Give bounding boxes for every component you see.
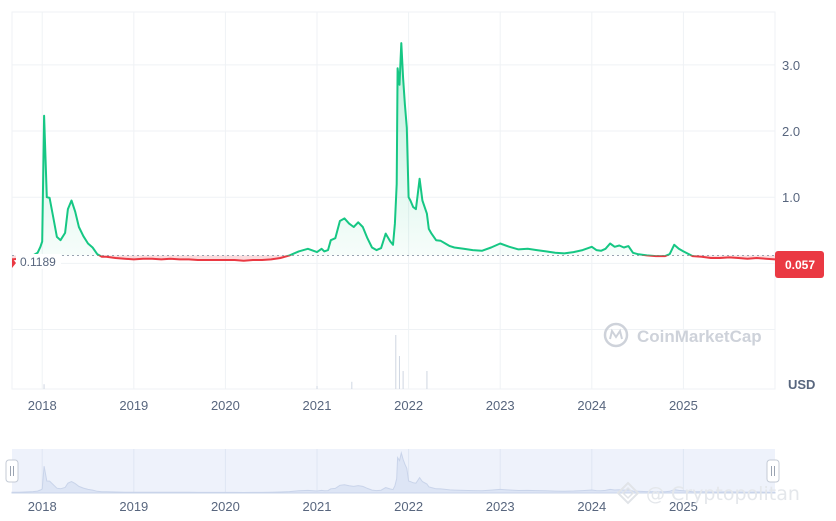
- x-tick-label: 2023: [486, 398, 515, 413]
- x-tick-label: 2021: [303, 398, 332, 413]
- y-tick-label: 2.0: [782, 124, 800, 139]
- price-line-above-reference: [28, 42, 699, 256]
- navigator-right-handle[interactable]: [766, 459, 780, 483]
- navigator-x-tick-label: 2024: [577, 499, 606, 514]
- navigator-mini-area: [11, 451, 776, 494]
- y-tick-label: 1.0: [782, 190, 800, 205]
- volume-bars: [43, 335, 428, 389]
- navigator-x-tick-label: 2018: [28, 499, 57, 514]
- x-tick-label: 2020: [211, 398, 240, 413]
- x-axis: 2018 2019 2020 2021 2022 2023 2024 2025: [28, 398, 698, 413]
- reference-price-label: 0.1189: [16, 254, 61, 269]
- navigator-x-tick-label: 2021: [303, 499, 332, 514]
- y-axis-unit: USD: [788, 377, 815, 392]
- left-edge-arrow-icon: [12, 258, 16, 268]
- navigator[interactable]: [5, 449, 780, 494]
- cryptopolitan-logo-icon: [616, 481, 640, 505]
- navigator-x-tick-label: 2023: [486, 499, 515, 514]
- current-price-text: 0.057: [785, 258, 815, 272]
- coinmarketcap-brand-text: CoinMarketCap: [637, 327, 762, 346]
- x-tick-label: 2024: [577, 398, 606, 413]
- navigator-x-tick-label: 2022: [394, 499, 423, 514]
- y-tick-label: 3.0: [782, 58, 800, 73]
- coinmarketcap-brand: CoinMarketCap: [603, 322, 762, 348]
- reference-price-text: 0.1189: [20, 255, 56, 269]
- y-axis: 1.0 2.0 3.0: [782, 58, 800, 205]
- coinmarketcap-logo-icon: [603, 322, 629, 348]
- navigator-x-tick-label: 2025: [669, 499, 698, 514]
- navigator-range[interactable]: [12, 449, 775, 493]
- gridlines: [11, 11, 776, 390]
- x-tick-label: 2019: [119, 398, 148, 413]
- navigator-x-axis: 2018 2019 2020 2021 2022 2023 2024 2025: [28, 499, 698, 514]
- cryptopolitan-watermark: @ Cryptopolitan: [616, 481, 800, 505]
- navigator-gridlines: [41, 449, 684, 493]
- x-tick-label: 2018: [28, 398, 57, 413]
- navigator-left-handle[interactable]: [5, 459, 19, 483]
- navigator-x-tick-label: 2019: [119, 499, 148, 514]
- x-tick-label: 2022: [394, 398, 423, 413]
- price-line-below-reference: [12, 255, 775, 262]
- x-tick-label: 2025: [669, 398, 698, 413]
- current-price-badge: 0.057: [775, 251, 824, 278]
- cryptopolitan-watermark-text: @ Cryptopolitan: [646, 483, 800, 505]
- plot-frame: [11, 11, 776, 390]
- navigator-x-tick-label: 2020: [211, 499, 240, 514]
